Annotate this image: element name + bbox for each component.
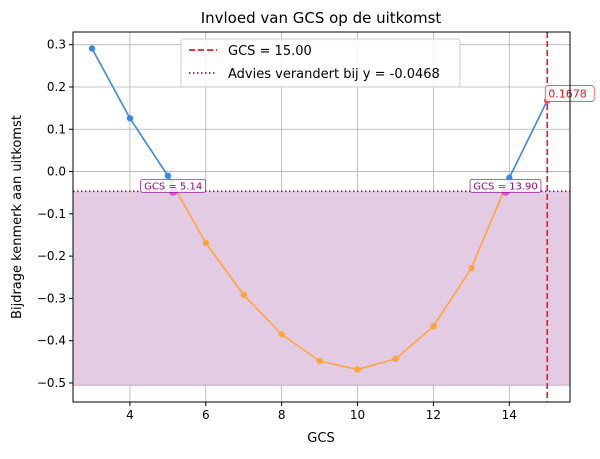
series-segment [319,360,358,371]
plot-frame [72,31,571,403]
x-tick-label: 10 [350,408,365,422]
crossing-label: GCS = 5.14 [144,181,202,192]
shade-band [73,191,570,386]
legend-label-vline: GCS = 15.00 [228,44,312,59]
y-tick-label: −0.2 [37,249,66,263]
annotations: GCS = 5.14 GCS = 13.90 0.1678 [73,32,595,402]
series-segment [357,358,396,371]
y-tick-label: 0.3 [47,38,66,52]
x-tick-label: 14 [502,408,517,422]
shaded-region [73,191,570,386]
y-tick-label: −0.4 [37,334,66,348]
data-point [430,323,437,330]
crossing-label-box [140,178,207,193]
legend: GCS = 15.00 Advies verandert bij y = -0.… [180,38,461,88]
axes: 4 6 8 10 12 14 0.3 0.2 0.1 0.0 −0.1 −0.2 −0.3 −0.4 −0.… [37,31,571,422]
x-tick-label: 8 [278,408,286,422]
series-segment [432,267,473,327]
data-point [354,366,361,373]
legend-box [180,38,461,88]
series-segment [205,242,245,296]
series-segment [281,333,321,362]
chart-title: Invloed van GCS op de uitkomst [201,9,442,27]
series-segment [243,294,283,335]
y-axis-label: Bijdrage kenmerk aan uitkomst [10,115,25,319]
y-tick-label: −0.5 [37,376,66,390]
data-point [468,264,475,272]
data-point [316,357,323,365]
y-tick-label: 0.1 [47,122,66,136]
legend-label-threshold: Advies verandert bij y = -0.0468 [228,67,440,82]
data-point [202,239,209,247]
series-segment [175,190,207,244]
data-point [278,331,285,338]
end-point-label: 0.1678 [548,88,587,101]
series-segment [129,117,169,177]
series-segment [394,325,434,360]
data-point [240,291,247,299]
series-segment [508,100,548,179]
y-tick-label: −0.1 [37,207,66,221]
data-point [88,45,96,52]
data-point [126,115,134,122]
x-tick-label: 4 [126,408,134,422]
series-segment [91,48,131,119]
crossing-label: GCS = 13.90 [473,181,537,192]
crossing-label-box [469,178,542,193]
series-segment [470,191,505,269]
y-tick-label: 0.2 [47,80,66,94]
y-tick-label: 0.0 [47,165,66,179]
data-point [392,355,399,363]
data-point [164,172,172,179]
x-tick-label: 6 [202,408,210,422]
x-tick-label: 12 [426,408,441,422]
x-axis-label: GCS [307,431,334,446]
y-tick-label: −0.3 [37,291,66,305]
